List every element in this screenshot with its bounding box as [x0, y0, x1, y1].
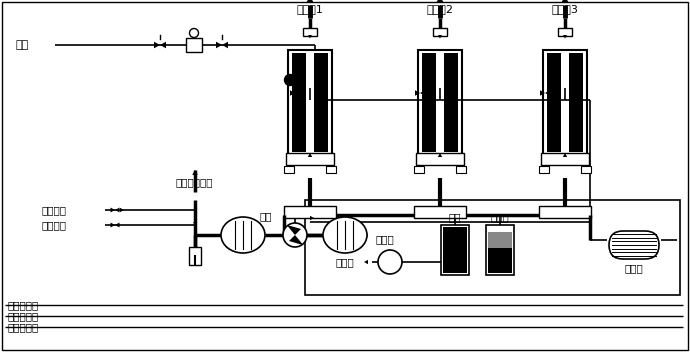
Polygon shape	[438, 35, 442, 38]
Bar	[444, 53, 458, 152]
Polygon shape	[415, 90, 420, 96]
Bar	[541, 153, 589, 165]
Polygon shape	[289, 235, 304, 245]
Text: 冷却水回水: 冷却水回水	[8, 322, 39, 332]
Bar	[543, 50, 587, 155]
Polygon shape	[120, 208, 124, 212]
Bar	[547, 53, 561, 152]
Bar	[189, 247, 201, 265]
Polygon shape	[306, 0, 314, 3]
Text: 事故尾气排放: 事故尾气排放	[175, 177, 213, 187]
Text: 吸附器2: 吸附器2	[426, 4, 453, 14]
Polygon shape	[115, 222, 119, 227]
Circle shape	[284, 75, 295, 86]
Bar	[581, 166, 591, 173]
Polygon shape	[290, 90, 295, 96]
Circle shape	[378, 250, 402, 274]
Polygon shape	[193, 170, 198, 175]
Bar	[288, 50, 332, 155]
Circle shape	[283, 223, 307, 247]
Polygon shape	[160, 42, 166, 48]
Polygon shape	[545, 90, 550, 96]
Bar	[441, 225, 469, 275]
Text: 低温尾气: 低温尾气	[42, 220, 67, 230]
Bar	[569, 53, 583, 152]
Polygon shape	[295, 90, 300, 96]
Polygon shape	[110, 208, 115, 213]
Bar	[303, 28, 317, 36]
Polygon shape	[563, 153, 567, 157]
Text: 蒸汽: 蒸汽	[15, 40, 28, 50]
Text: 冷凝器: 冷凝器	[624, 263, 643, 273]
Bar	[414, 166, 424, 173]
Polygon shape	[115, 208, 119, 213]
Bar	[314, 53, 328, 152]
Bar	[422, 53, 436, 152]
FancyBboxPatch shape	[609, 231, 659, 259]
Polygon shape	[193, 222, 197, 226]
Bar	[305, 200, 680, 295]
Ellipse shape	[221, 217, 265, 253]
Text: 冷却器: 冷却器	[335, 257, 355, 267]
Text: 吸附器1: 吸附器1	[297, 4, 324, 14]
Polygon shape	[437, 153, 442, 157]
Polygon shape	[310, 216, 314, 220]
Bar	[456, 166, 466, 173]
Ellipse shape	[323, 217, 367, 253]
Text: 溶剂回收液: 溶剂回收液	[8, 300, 39, 310]
Bar	[488, 232, 512, 248]
Bar	[326, 166, 336, 173]
Polygon shape	[563, 35, 567, 38]
Polygon shape	[420, 90, 425, 96]
Bar	[284, 166, 294, 173]
Polygon shape	[222, 42, 228, 48]
Polygon shape	[561, 0, 569, 3]
Text: 高温尾气: 高温尾气	[42, 205, 67, 215]
Polygon shape	[110, 222, 115, 227]
Bar	[418, 50, 462, 155]
Polygon shape	[308, 153, 312, 157]
Bar	[284, 206, 336, 218]
Text: 冷却水上水: 冷却水上水	[8, 311, 39, 321]
Bar	[416, 153, 464, 165]
Polygon shape	[364, 260, 368, 264]
Polygon shape	[308, 35, 312, 38]
Text: 储槽: 储槽	[448, 212, 461, 222]
Bar	[186, 38, 202, 52]
Bar	[433, 28, 447, 36]
Polygon shape	[436, 0, 444, 3]
Text: 分层槽: 分层槽	[491, 212, 509, 222]
Circle shape	[190, 29, 199, 38]
Bar	[414, 206, 466, 218]
Bar	[286, 153, 334, 165]
Bar	[443, 227, 467, 273]
Bar	[539, 206, 591, 218]
Polygon shape	[154, 42, 160, 48]
Bar	[539, 166, 549, 173]
Text: P: P	[386, 257, 394, 267]
Text: 吸附器3: 吸附器3	[551, 4, 578, 14]
Polygon shape	[540, 90, 545, 96]
Text: 空气: 空气	[260, 211, 273, 221]
Bar	[292, 53, 306, 152]
Bar	[486, 225, 514, 275]
Text: 排液泵: 排液泵	[375, 234, 395, 244]
Polygon shape	[216, 42, 222, 48]
Polygon shape	[286, 225, 301, 235]
Bar	[488, 248, 512, 273]
Bar	[558, 28, 572, 36]
